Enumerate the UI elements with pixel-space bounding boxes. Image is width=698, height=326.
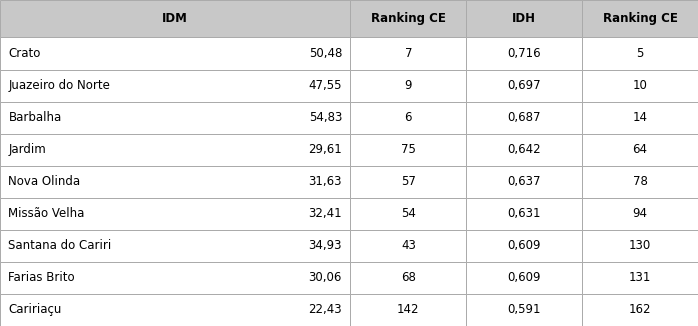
Bar <box>350 230 466 262</box>
Text: Ranking CE: Ranking CE <box>371 12 446 25</box>
Bar <box>350 102 466 134</box>
Bar <box>0 0 350 37</box>
Bar <box>466 69 582 102</box>
Bar <box>0 294 350 326</box>
Bar <box>350 198 466 230</box>
Text: 34,93: 34,93 <box>309 239 342 252</box>
Bar <box>0 198 350 230</box>
Text: 43: 43 <box>401 239 416 252</box>
Bar <box>466 198 582 230</box>
Bar <box>0 69 350 102</box>
Text: 10: 10 <box>632 79 648 92</box>
Bar <box>582 230 698 262</box>
Bar <box>582 134 698 166</box>
Bar <box>466 230 582 262</box>
Text: 6: 6 <box>405 111 412 124</box>
Text: 0,687: 0,687 <box>507 111 541 124</box>
Text: 47,55: 47,55 <box>309 79 342 92</box>
Bar <box>0 262 350 294</box>
Text: 5: 5 <box>637 47 644 60</box>
Text: Caririaçu: Caririaçu <box>8 304 61 317</box>
Text: 9: 9 <box>405 79 412 92</box>
Text: 7: 7 <box>405 47 412 60</box>
Text: 22,43: 22,43 <box>309 304 342 317</box>
Text: 54,83: 54,83 <box>309 111 342 124</box>
Text: 0,637: 0,637 <box>507 175 541 188</box>
Bar <box>582 69 698 102</box>
Bar <box>350 262 466 294</box>
Bar <box>582 294 698 326</box>
Bar <box>466 102 582 134</box>
Bar <box>466 294 582 326</box>
Text: 142: 142 <box>397 304 419 317</box>
Bar <box>350 134 466 166</box>
Text: 32,41: 32,41 <box>309 207 342 220</box>
Text: Crato: Crato <box>8 47 40 60</box>
Text: Barbalha: Barbalha <box>8 111 61 124</box>
Text: 75: 75 <box>401 143 416 156</box>
Bar <box>466 166 582 198</box>
Bar <box>350 0 466 37</box>
Bar <box>0 230 350 262</box>
Bar <box>0 166 350 198</box>
Text: Missão Velha: Missão Velha <box>8 207 84 220</box>
Text: 162: 162 <box>629 304 651 317</box>
Text: Nova Olinda: Nova Olinda <box>8 175 80 188</box>
Text: 0,716: 0,716 <box>507 47 541 60</box>
Bar <box>582 198 698 230</box>
Text: 54: 54 <box>401 207 416 220</box>
Text: 0,631: 0,631 <box>507 207 541 220</box>
Text: Farias Brito: Farias Brito <box>8 272 75 284</box>
Text: 130: 130 <box>629 239 651 252</box>
Text: 78: 78 <box>632 175 648 188</box>
Text: 0,697: 0,697 <box>507 79 541 92</box>
Text: 64: 64 <box>632 143 648 156</box>
Text: 14: 14 <box>632 111 648 124</box>
Bar <box>0 37 350 69</box>
Text: 68: 68 <box>401 272 416 284</box>
Bar <box>466 262 582 294</box>
Text: IDH: IDH <box>512 12 536 25</box>
Text: 50,48: 50,48 <box>309 47 342 60</box>
Bar <box>0 102 350 134</box>
Text: IDM: IDM <box>162 12 188 25</box>
Bar <box>350 294 466 326</box>
Text: Santana do Cariri: Santana do Cariri <box>8 239 112 252</box>
Text: 30,06: 30,06 <box>309 272 342 284</box>
Bar <box>582 0 698 37</box>
Bar <box>466 134 582 166</box>
Text: Ranking CE: Ranking CE <box>602 12 678 25</box>
Bar <box>0 134 350 166</box>
Text: Juazeiro do Norte: Juazeiro do Norte <box>8 79 110 92</box>
Text: 0,591: 0,591 <box>507 304 541 317</box>
Text: 29,61: 29,61 <box>309 143 342 156</box>
Bar <box>466 37 582 69</box>
Text: 94: 94 <box>632 207 648 220</box>
Text: 0,609: 0,609 <box>507 272 541 284</box>
Bar <box>582 262 698 294</box>
Text: 0,642: 0,642 <box>507 143 541 156</box>
Text: 31,63: 31,63 <box>309 175 342 188</box>
Text: 131: 131 <box>629 272 651 284</box>
Bar <box>466 0 582 37</box>
Bar <box>350 37 466 69</box>
Text: 57: 57 <box>401 175 416 188</box>
Text: Jardim: Jardim <box>8 143 46 156</box>
Bar <box>350 69 466 102</box>
Bar <box>582 166 698 198</box>
Bar <box>350 166 466 198</box>
Text: 0,609: 0,609 <box>507 239 541 252</box>
Bar <box>582 37 698 69</box>
Bar <box>582 102 698 134</box>
